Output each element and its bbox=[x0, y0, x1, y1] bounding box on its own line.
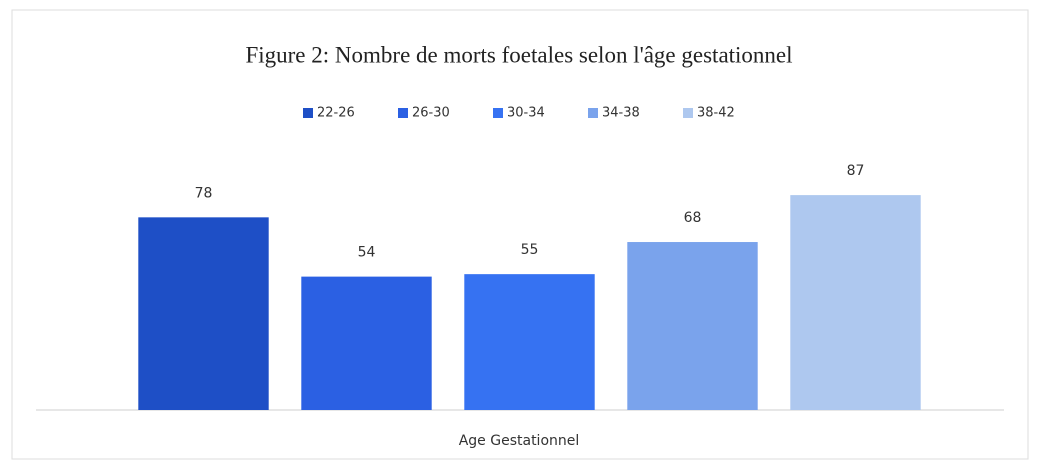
data-label: 87 bbox=[847, 163, 865, 179]
legend-swatch bbox=[303, 108, 313, 118]
chart-title: Figure 2: Nombre de morts foetales selon… bbox=[245, 42, 792, 67]
bar bbox=[138, 217, 269, 410]
data-label: 55 bbox=[521, 242, 539, 258]
data-label: 54 bbox=[358, 245, 376, 261]
bar bbox=[627, 242, 758, 410]
legend-swatch bbox=[588, 108, 598, 118]
bar bbox=[301, 276, 432, 410]
legend-label: 22-26 bbox=[317, 106, 355, 121]
legend-label: 26-30 bbox=[412, 106, 450, 121]
bar bbox=[790, 195, 921, 410]
x-axis-label: Age Gestationnel bbox=[459, 433, 580, 449]
data-label: 78 bbox=[195, 185, 213, 201]
legend-label: 34-38 bbox=[602, 106, 640, 121]
data-label: 68 bbox=[684, 210, 702, 226]
legend-swatch bbox=[683, 108, 693, 118]
legend-swatch bbox=[493, 108, 503, 118]
legend-label: 30-34 bbox=[507, 106, 545, 121]
bar bbox=[464, 274, 595, 410]
legend-swatch bbox=[398, 108, 408, 118]
legend-label: 38-42 bbox=[697, 106, 735, 121]
